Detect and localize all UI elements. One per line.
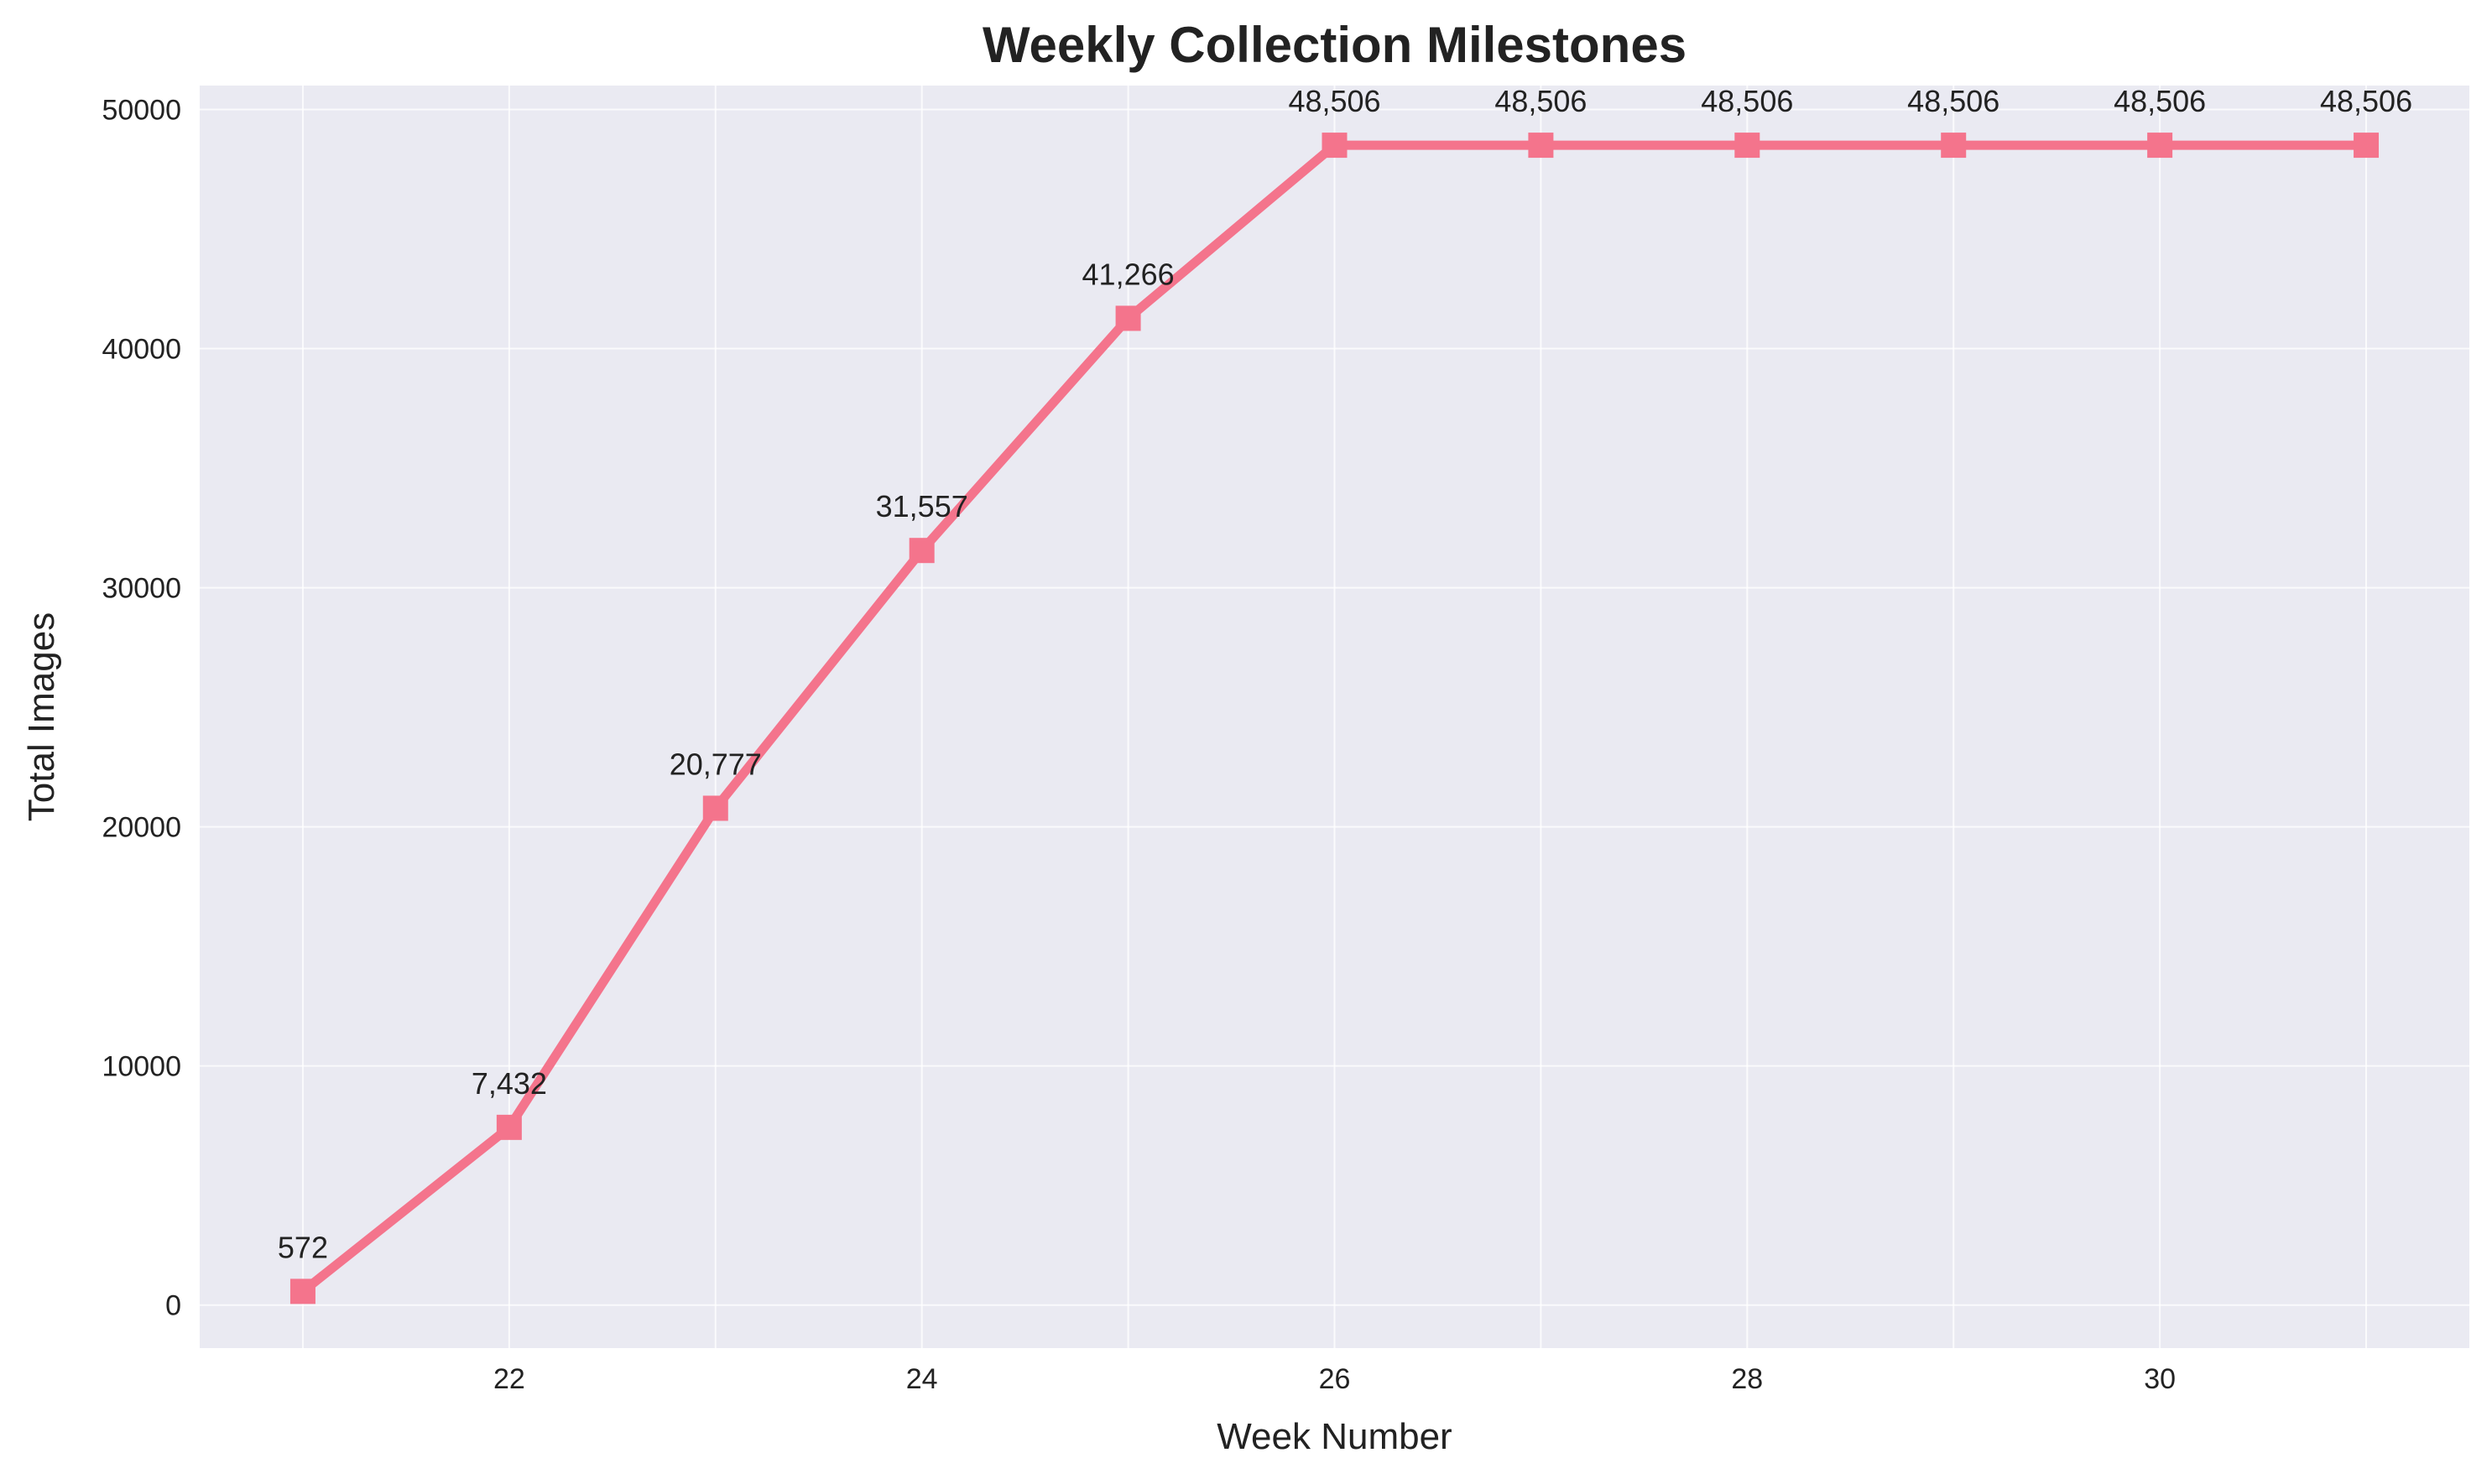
series-layer	[289, 133, 2380, 1304]
x-tick-label: 28	[1731, 1363, 1763, 1395]
y-tick-label: 40000	[102, 334, 181, 366]
data-point-marker	[289, 1278, 315, 1304]
data-label: 31,557	[876, 489, 968, 523]
data-point-marker	[496, 1114, 522, 1140]
data-labels: 572 7,432 20,777 31,557 41,266 48,506 48,506 48…	[278, 84, 2412, 1264]
x-tick-label: 30	[2144, 1363, 2176, 1395]
x-tick-label: 22	[493, 1363, 525, 1395]
data-point-marker	[909, 538, 935, 564]
data-label: 48,506	[1701, 84, 1793, 118]
gridlines	[200, 86, 2469, 1348]
axis-ticks: 22 24 26 28 30 0 10000 20000 30000 40000 50000	[102, 95, 2176, 1395]
x-tick-label: 26	[1319, 1363, 1351, 1395]
y-tick-label: 10000	[102, 1051, 181, 1083]
data-point-marker	[2354, 133, 2380, 159]
data-point-marker	[1322, 133, 1348, 159]
y-tick-label: 50000	[102, 95, 181, 127]
data-label: 48,506	[2320, 84, 2412, 118]
x-tick-label: 24	[906, 1363, 938, 1395]
data-point-marker	[1734, 133, 1760, 159]
data-label: 20,777	[670, 747, 762, 781]
data-label: 572	[278, 1230, 328, 1264]
data-label: 48,506	[1907, 84, 1999, 118]
data-label: 48,506	[2114, 84, 2206, 118]
data-label: 48,506	[1288, 84, 1380, 118]
y-tick-label: 20000	[102, 812, 181, 844]
y-tick-label: 30000	[102, 573, 181, 605]
data-label: 41,266	[1082, 257, 1175, 291]
y-tick-label: 0	[165, 1290, 181, 1322]
data-point-marker	[2147, 133, 2173, 159]
data-point-marker	[1528, 133, 1554, 159]
data-label: 48,506	[1494, 84, 1587, 118]
data-point-marker	[1941, 133, 1967, 159]
x-axis-label: Week Number	[1217, 1416, 1452, 1457]
data-point-marker	[1115, 305, 1141, 331]
chart-title: Weekly Collection Milestones	[983, 17, 1687, 73]
data-label: 7,432	[472, 1066, 547, 1101]
data-point-marker	[702, 795, 728, 821]
y-axis-label: Total Images	[21, 612, 62, 821]
